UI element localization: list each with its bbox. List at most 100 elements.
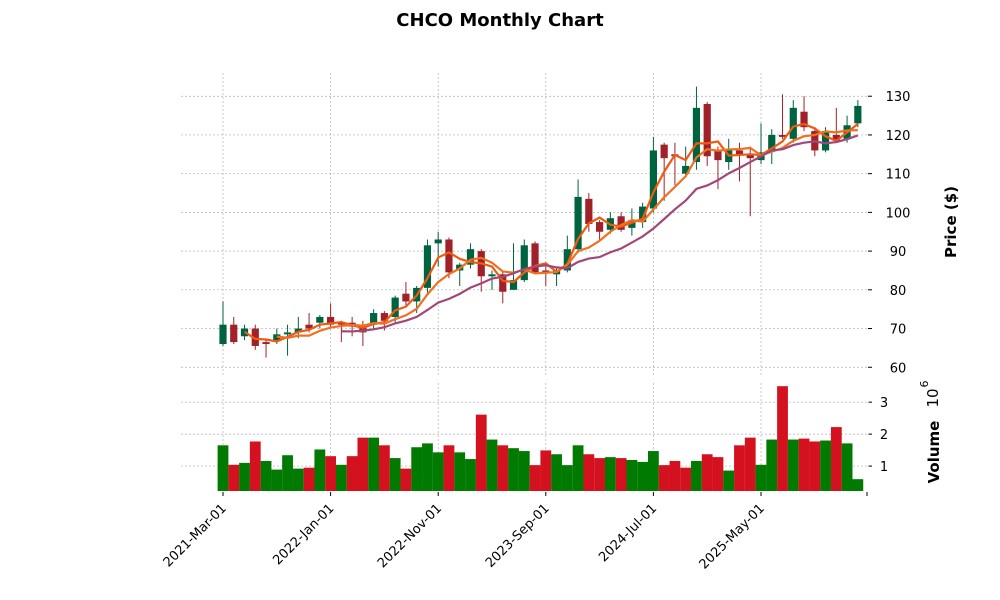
volume-bar [497, 445, 509, 491]
volume-bar [346, 456, 358, 491]
candle-body [305, 324, 313, 329]
x-tick-label: 2021-Mar-01 [161, 501, 230, 570]
volume-scale-base: 10 [924, 388, 942, 407]
volume-bar [583, 454, 595, 491]
volume-bar [529, 465, 541, 491]
volume-bar [465, 459, 476, 491]
candle-body [509, 280, 518, 290]
volume-bar [755, 464, 767, 491]
candle-body [682, 165, 690, 174]
volume-bar [432, 452, 444, 491]
candle-body [746, 154, 754, 159]
volume-bar [422, 443, 433, 491]
volume-bar [271, 469, 283, 491]
volume-tick-label: 1 [880, 460, 888, 475]
candle-body [370, 313, 378, 325]
volume-bar [379, 445, 390, 491]
volume-bar [648, 451, 659, 491]
moving-average-line-12 [341, 134, 859, 333]
volume-scale-exponent: 6 [918, 381, 931, 388]
candle-body [649, 150, 657, 209]
volume-tick-label: 2 [880, 428, 888, 443]
candle-body [639, 206, 647, 223]
volume-bar [400, 468, 412, 491]
price-tick-label: 130 [886, 90, 911, 105]
volume-bar [852, 479, 864, 491]
volume-bar [572, 445, 584, 491]
volume-bar [723, 470, 735, 491]
price-tick-label: 70 [890, 323, 907, 338]
candle-body [466, 249, 475, 265]
candle-body [251, 328, 259, 346]
candle-body [294, 328, 302, 333]
volume-bar [820, 440, 831, 491]
volume-bar [228, 464, 240, 491]
candle-body [735, 150, 744, 155]
moving-average-line-3 [243, 122, 859, 343]
price-axis-label: Price ($) [942, 186, 960, 258]
volume-bar [637, 461, 649, 491]
volume-axis-label: Volume [925, 421, 943, 484]
volume-bar [777, 386, 788, 491]
volume-bar [540, 450, 552, 491]
volume-bar [787, 439, 799, 491]
volume-bar [249, 441, 261, 491]
volume-bar [508, 448, 519, 491]
volume-bar [712, 457, 724, 491]
volume-bar [303, 467, 315, 491]
x-tick-label: 2022-Nov-01 [375, 501, 445, 571]
candle-body [585, 198, 593, 224]
x-tick-label: 2023-Sep-01 [483, 501, 553, 571]
volume-bar [454, 452, 466, 491]
candle-body [230, 324, 238, 343]
price-tick-label: 100 [886, 206, 911, 221]
candle-body [520, 245, 528, 281]
volume-bar [830, 427, 842, 491]
candle-body [692, 107, 701, 163]
chart-title: CHCO Monthly Chart [396, 10, 604, 31]
candle-body [434, 239, 442, 244]
volume-bar [809, 441, 821, 491]
volume-bar [798, 438, 810, 491]
volume-bar [680, 467, 692, 491]
volume-bar [325, 456, 336, 491]
candle-body [445, 239, 453, 273]
candle-body [628, 220, 636, 228]
candle-body [542, 270, 550, 273]
volume-bar [658, 465, 670, 491]
moving-average-line-6 [276, 129, 858, 340]
candle-body [768, 134, 776, 151]
candle-body [596, 222, 604, 232]
candle-body [402, 293, 410, 302]
candle-body [327, 316, 335, 325]
candle-body [423, 245, 432, 288]
candle-body [219, 324, 227, 345]
volume-bar [239, 462, 250, 491]
volume-bar [518, 451, 530, 491]
volume-bar [389, 458, 401, 491]
candle-body [563, 249, 571, 271]
candle-body [488, 274, 496, 277]
candle-body [714, 150, 722, 161]
price-tick-label: 110 [886, 168, 911, 183]
volume-bar [744, 437, 756, 491]
volume-bar [357, 437, 369, 491]
volume-bar [669, 460, 681, 491]
candle-body [660, 144, 668, 159]
volume-bar [282, 455, 293, 491]
candle-body [391, 297, 399, 317]
volume-bar [615, 458, 627, 491]
volume-bar [292, 468, 304, 491]
price-tick-label: 90 [890, 245, 907, 260]
volume-bar [475, 414, 487, 491]
volume-bar [594, 458, 605, 491]
volume-bar [217, 445, 229, 491]
volume-bar [701, 454, 713, 491]
x-tick-label: 2025-May-01 [697, 501, 768, 572]
candle-body [337, 322, 345, 325]
volume-bar [260, 460, 272, 491]
volume-bar [335, 464, 347, 491]
volume-bar [561, 465, 573, 491]
candle-body [703, 103, 711, 157]
